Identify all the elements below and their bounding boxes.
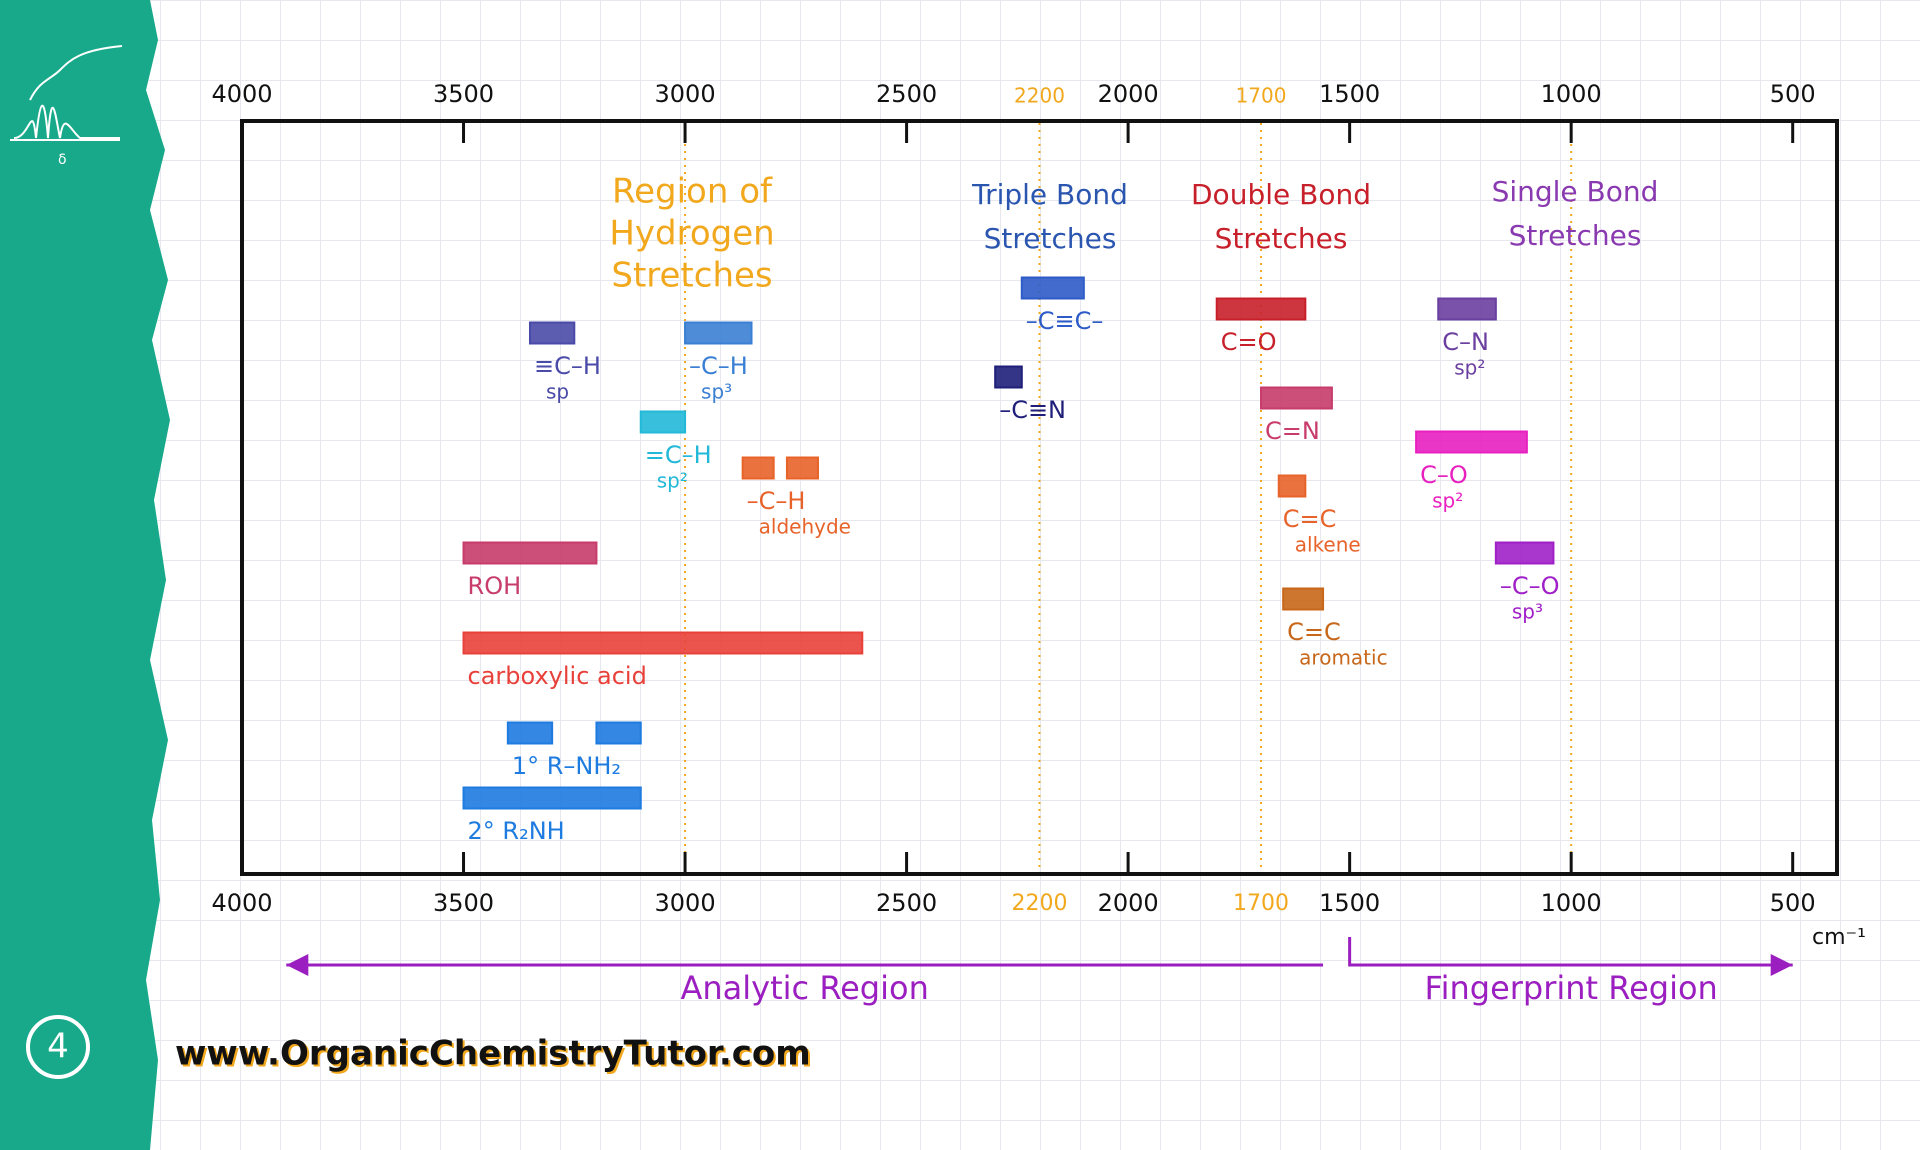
x-tick-label: 3500 <box>433 889 494 917</box>
highlight-tick-label: 2200 <box>1012 891 1068 916</box>
band-label: ≡C–H <box>534 352 601 380</box>
band-bar <box>785 456 819 480</box>
band-label: C=N <box>1265 417 1320 445</box>
band-label: C=C <box>1283 505 1337 533</box>
band-bar <box>462 786 642 810</box>
band-bar <box>1215 297 1307 321</box>
region-heading: Stretches <box>611 256 772 296</box>
band-label: –C–O <box>1500 572 1560 600</box>
band-bar <box>1437 297 1497 321</box>
arrow-head <box>1770 954 1793 976</box>
paint-strip <box>0 0 170 1150</box>
band-bar <box>1277 474 1307 498</box>
x-tick-label: 500 <box>1770 80 1816 108</box>
plot-frame <box>240 119 1839 876</box>
band-label: carboxylic acid <box>468 662 647 690</box>
band-label: =C–H <box>645 441 712 469</box>
band-note: sp <box>546 380 569 404</box>
svg-text:δ: δ <box>58 152 67 168</box>
band-bar <box>1282 587 1325 611</box>
x-tick-label: 3500 <box>433 80 494 108</box>
band-bar <box>528 321 576 345</box>
band-label: –C–H <box>747 487 806 515</box>
x-tick-label: 1500 <box>1319 80 1380 108</box>
region-heading: Triple Bond <box>971 178 1128 211</box>
arrow-head <box>286 954 309 976</box>
band-bar <box>1020 276 1085 300</box>
band-label: –C≡N <box>999 396 1066 424</box>
region-heading: Region of <box>612 172 773 212</box>
x-tick-label: 2500 <box>876 80 937 108</box>
band-label: C=C <box>1287 618 1341 646</box>
band-note: aldehyde <box>759 515 851 539</box>
band-label: C–O <box>1420 461 1468 489</box>
spectrum-icon: δ <box>10 45 123 168</box>
band-bar <box>595 721 642 745</box>
band-note: sp² <box>657 469 688 493</box>
page-badge <box>26 1015 90 1079</box>
band-bar <box>1260 386 1333 410</box>
website: www.OrganicChemistryTutor.com <box>175 1034 811 1074</box>
region-heading: Stretches <box>984 222 1117 255</box>
band-bar <box>1415 430 1528 454</box>
band-bar <box>994 365 1023 389</box>
region-label: Fingerprint Region <box>1425 969 1718 1007</box>
region-heading: Stretches <box>1215 222 1348 255</box>
band-note: sp³ <box>1512 600 1543 624</box>
band-note: sp² <box>1454 356 1485 380</box>
region-label: Analytic Region <box>681 969 929 1007</box>
x-tick-label: 4000 <box>211 80 272 108</box>
band-label: 2° R₂NH <box>468 817 565 845</box>
band-label: ROH <box>468 572 522 600</box>
x-tick-label: 2500 <box>876 889 937 917</box>
x-tick-label: 3000 <box>655 80 716 108</box>
x-tick-label: 1000 <box>1541 80 1602 108</box>
x-unit: cm⁻¹ <box>1812 925 1866 950</box>
band-note: sp² <box>1432 489 1463 513</box>
x-tick-label: 2000 <box>1098 889 1159 917</box>
x-tick-label: 500 <box>1770 889 1816 917</box>
band-bar <box>462 631 864 655</box>
region-arrow <box>1348 937 1793 967</box>
band-bar <box>462 541 598 565</box>
page-number: 4 <box>47 1027 69 1067</box>
region-heading: Single Bond <box>1492 175 1659 208</box>
band-note: alkene <box>1295 533 1361 557</box>
band-note: sp³ <box>701 380 732 404</box>
band-bar <box>684 321 753 345</box>
highlight-tick-label: 1700 <box>1236 84 1287 108</box>
band-bar <box>741 456 775 480</box>
band-label: 1° R–NH₂ <box>512 752 621 780</box>
x-tick-label: 2000 <box>1098 80 1159 108</box>
x-tick-label: 1500 <box>1319 889 1380 917</box>
highlight-tick-label: 1700 <box>1233 891 1289 916</box>
band-label: –C–H <box>689 352 748 380</box>
band-note: aromatic <box>1299 646 1387 670</box>
band-label: C=O <box>1221 328 1277 356</box>
highlight-tick-label: 2200 <box>1014 84 1065 108</box>
x-tick-label: 1000 <box>1541 889 1602 917</box>
x-tick-label: 3000 <box>655 889 716 917</box>
band-bar <box>506 721 554 745</box>
region-heading: Double Bond <box>1191 178 1371 211</box>
band-label: C–N <box>1442 328 1489 356</box>
region-heading: Hydrogen <box>609 214 774 254</box>
x-tick-label: 4000 <box>211 889 272 917</box>
band-label: –C≡C– <box>1026 307 1104 335</box>
region-heading: Stretches <box>1509 219 1642 252</box>
band-bar <box>1494 541 1555 565</box>
band-bar <box>639 410 687 434</box>
